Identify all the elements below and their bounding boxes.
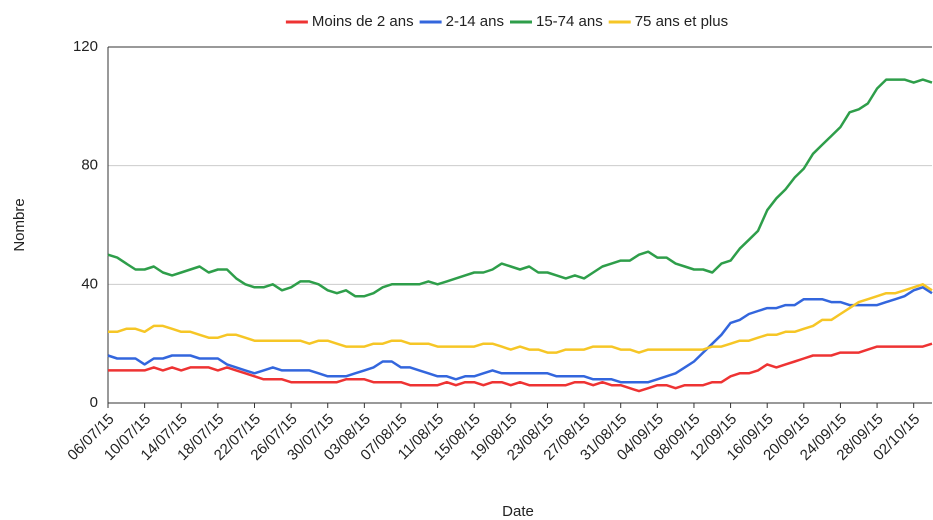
- legend-item: 75 ans et plus: [608, 13, 728, 30]
- legend-item: Moins de 2 ans: [285, 13, 414, 30]
- legend-item: 15-74 ans: [509, 13, 603, 30]
- legend-label: 75 ans et plus: [635, 13, 728, 30]
- legend-label: 15-74 ans: [536, 13, 603, 30]
- series-line: [108, 342, 933, 393]
- legend-label: 2-14 ans: [446, 13, 504, 30]
- series-line: [108, 283, 933, 354]
- y-tick-label: 0: [90, 394, 98, 411]
- y-axis-title: Nombre: [11, 198, 28, 251]
- series-line: [107, 286, 933, 384]
- series-line: [107, 78, 933, 298]
- legend-item: 2-14 ans: [419, 13, 504, 30]
- y-tick-label: 120: [73, 38, 98, 55]
- legend-label: Moins de 2 ans: [312, 13, 414, 30]
- legend: Moins de 2 ans 2-14 ans 15-74 ans 75 ans et…: [285, 13, 728, 30]
- x-axis-title: Date: [502, 503, 534, 520]
- y-tick-label: 40: [81, 275, 98, 292]
- y-tick-label: 80: [81, 157, 98, 174]
